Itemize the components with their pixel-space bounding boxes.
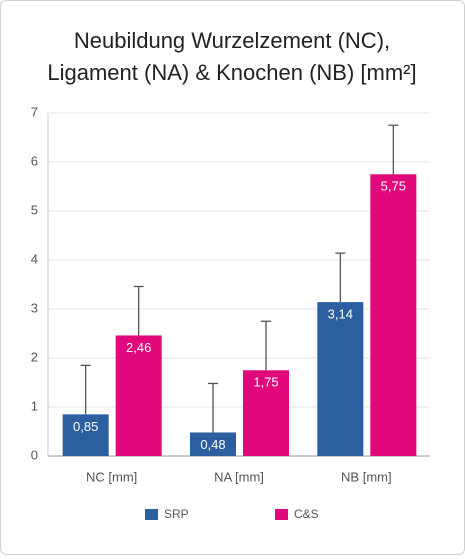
legend-label: C&S <box>294 507 319 521</box>
value-label: 0,85 <box>73 419 98 434</box>
chart-title: Ligament (NA) & Knochen (NB) [mm²] <box>47 60 416 85</box>
chart-title: Neubildung Wurzelzement (NC), <box>74 28 390 53</box>
value-label: 1,75 <box>253 375 278 390</box>
y-tick-label: 6 <box>31 153 38 168</box>
value-label: 3,14 <box>328 307 353 322</box>
bar <box>190 432 236 456</box>
x-tick-label: NC [mm] <box>86 469 137 484</box>
y-tick-label: 0 <box>31 447 38 462</box>
x-tick-label: NB [mm] <box>341 469 392 484</box>
bar <box>370 174 417 456</box>
y-tick-label: 4 <box>31 251 38 266</box>
y-tick-label: 2 <box>31 349 38 364</box>
legend-label: SRP <box>164 507 189 521</box>
y-tick-label: 5 <box>31 202 38 217</box>
y-tick-label: 1 <box>31 398 38 413</box>
legend-swatch <box>145 509 158 520</box>
y-tick-label: 7 <box>31 104 38 119</box>
bar <box>317 302 364 456</box>
bar <box>243 370 289 456</box>
value-label: 0,48 <box>200 437 225 452</box>
value-label: 2,46 <box>126 340 151 355</box>
value-label: 5,75 <box>381 179 406 194</box>
bar <box>115 335 162 456</box>
x-tick-label: NA [mm] <box>214 469 264 484</box>
legend-swatch <box>275 509 288 520</box>
y-tick-label: 3 <box>31 300 38 315</box>
bar <box>62 414 109 456</box>
